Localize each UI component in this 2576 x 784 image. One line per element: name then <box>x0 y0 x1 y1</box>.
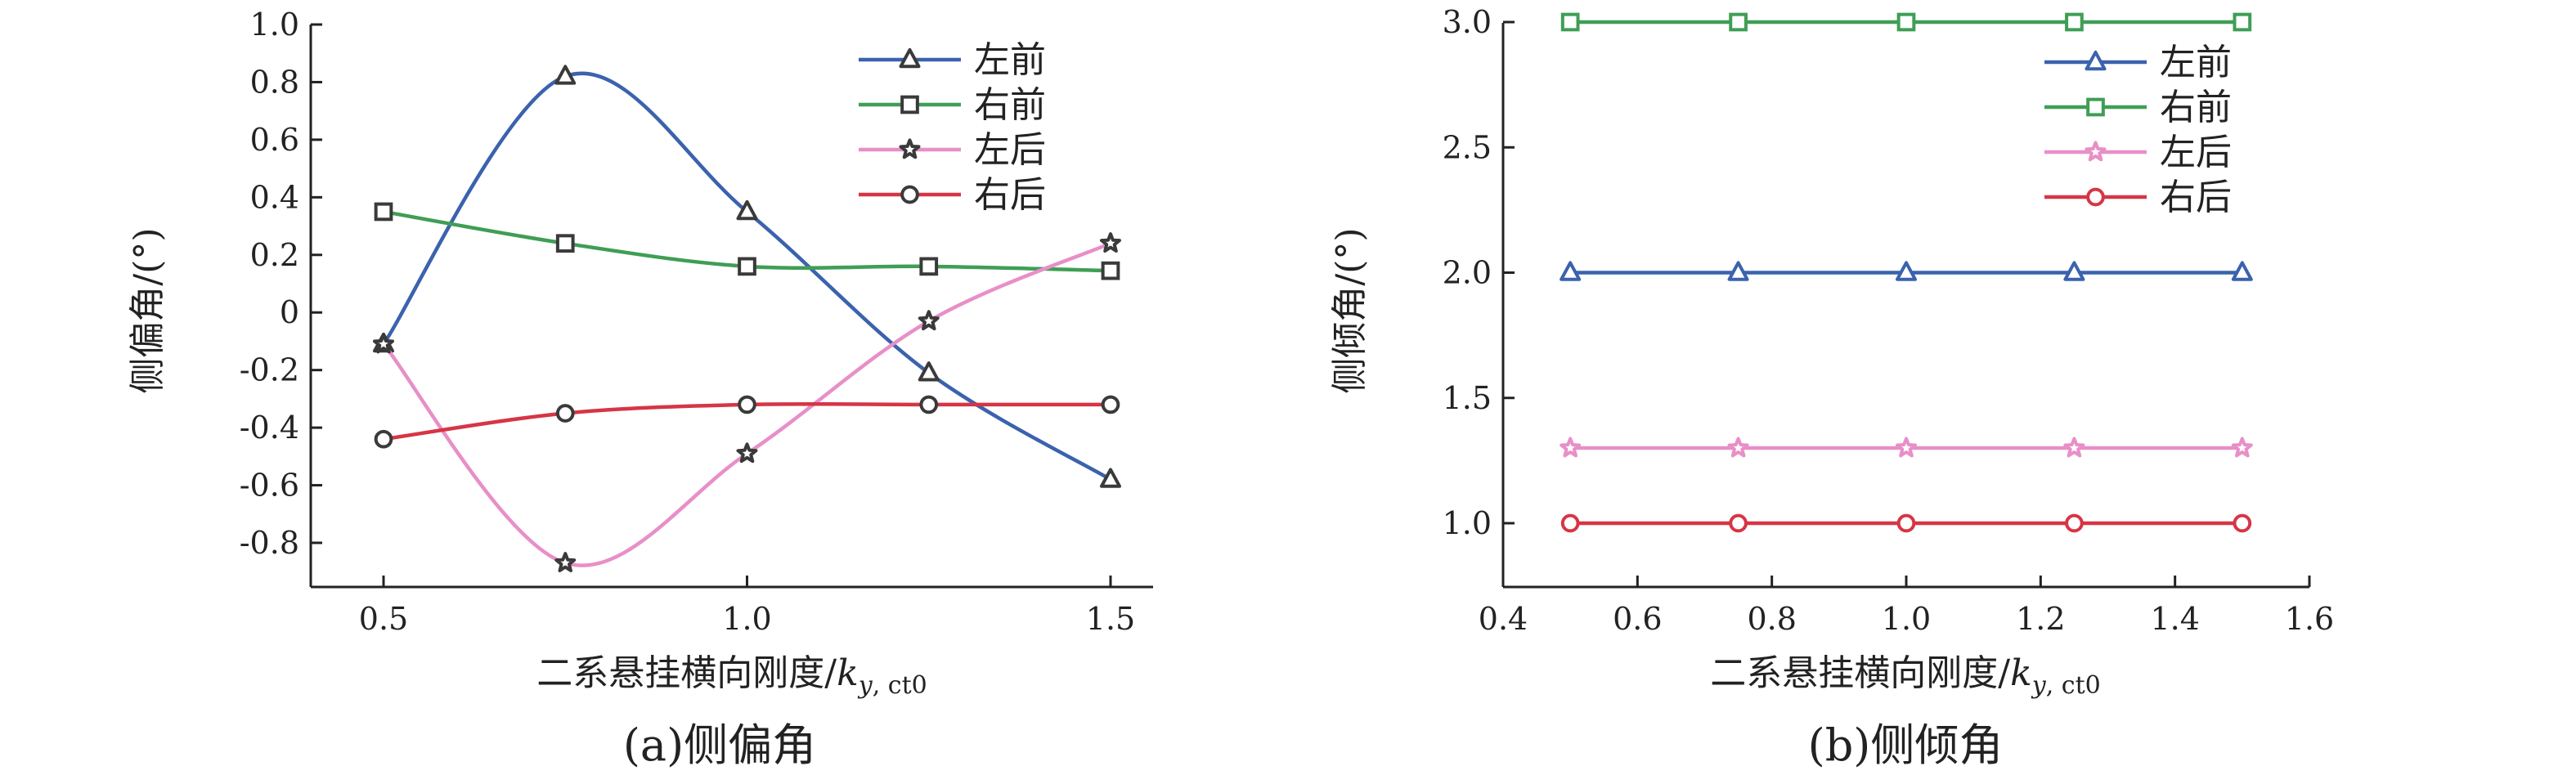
y-tick-label: 2.0 <box>1443 255 1492 291</box>
data-point <box>555 234 575 253</box>
y-tick-label: 0 <box>280 294 299 330</box>
y-tick-label: 2.5 <box>1443 129 1492 165</box>
data-point <box>1101 395 1120 414</box>
x-axis-label-b: 二系悬挂横向刚度/ky, ct0 <box>1710 652 2100 700</box>
data-point <box>2233 12 2252 32</box>
x-axis-label-a: 二系悬挂横向刚度/ky, ct0 <box>536 652 927 700</box>
series-b <box>1560 12 2253 533</box>
data-point <box>2231 261 2253 281</box>
legend-marker <box>2086 187 2105 207</box>
y-tick-label: 1.0 <box>250 7 299 43</box>
data-point <box>736 199 758 221</box>
caption-b: (b)侧倾角 <box>1808 719 2004 771</box>
y-tick-label: -0.8 <box>240 525 299 561</box>
x-tick-label: 1.0 <box>722 601 771 637</box>
y-tick-label: 3.0 <box>1443 4 1492 40</box>
legend-label: 右前 <box>2160 87 2232 128</box>
data-point <box>2233 513 2252 533</box>
data-point <box>1729 12 1748 32</box>
x-tick-label: 0.6 <box>1613 601 1662 637</box>
data-point <box>1896 12 1916 32</box>
data-point <box>1560 513 1580 533</box>
x-tick-label: 1.5 <box>1086 601 1135 637</box>
x-tick-label: 0.8 <box>1747 601 1796 637</box>
y-axis-label-a: 侧偏角/(°) <box>127 227 168 393</box>
legend-marker <box>899 47 921 69</box>
data-point <box>1896 437 1917 458</box>
data-point <box>918 310 940 331</box>
data-point <box>919 257 939 276</box>
panel-b-chart: 3.02.52.01.51.00.4 0.6 0.8 1.0 1.2 1.4 1.6 左前右… <box>1329 4 2334 771</box>
legend-label: 左前 <box>974 39 1046 81</box>
data-point <box>1729 513 1748 533</box>
y-tick-label: -0.2 <box>240 352 299 388</box>
data-point <box>1560 12 1580 32</box>
ticks-a: 1.0 0.8 0.6 0.4 0.2 0 -0.2 -0.4 -0.6 -0.8 0.5 1.0 1.… <box>240 7 1136 637</box>
y-tick-label: 0.2 <box>250 237 299 273</box>
data-point <box>374 429 393 449</box>
legend-marker <box>2085 50 2107 71</box>
data-point <box>1727 437 1749 458</box>
y-tick-label: 0.8 <box>250 64 299 100</box>
y-axis-label-b: 侧倾角/(°) <box>1329 227 1371 393</box>
legend-label: 右后 <box>974 174 1046 216</box>
data-point <box>919 395 939 414</box>
legend-label: 右后 <box>2160 177 2232 218</box>
data-point <box>1896 513 1916 533</box>
y-tick-label: 0.4 <box>250 179 299 215</box>
y-tick-label: -0.6 <box>240 468 299 504</box>
legend-label: 左后 <box>974 129 1046 171</box>
data-point <box>736 442 758 464</box>
x-tick-label: 1.6 <box>2285 601 2334 637</box>
data-point <box>918 361 940 382</box>
data-point <box>554 65 577 85</box>
series-line <box>381 241 1113 567</box>
data-point <box>2063 261 2085 281</box>
data-point <box>1560 437 1582 458</box>
data-point <box>1560 261 1582 281</box>
series-a <box>373 65 1121 572</box>
data-point <box>738 395 756 414</box>
legend-label: 左前 <box>2160 42 2232 83</box>
legend-marker <box>2085 141 2107 162</box>
data-point <box>1101 261 1120 280</box>
panel-a-chart: 1.0 0.8 0.6 0.4 0.2 0 -0.2 -0.4 -0.6 -0.8 0.5 1.0 1.… <box>127 7 1153 771</box>
data-point <box>2065 513 2084 533</box>
x-tick-label: 1.0 <box>1882 601 1931 637</box>
x-tick-label: 0.4 <box>1479 601 1528 637</box>
legend-marker <box>900 95 919 114</box>
data-point <box>2065 12 2084 32</box>
y-tick-label: 1.5 <box>1443 380 1492 416</box>
data-point <box>1100 232 1121 253</box>
data-point <box>554 552 577 572</box>
data-point <box>1896 261 1917 281</box>
legend-label: 左后 <box>2160 132 2232 173</box>
data-point <box>374 202 393 222</box>
x-tick-label: 1.2 <box>2016 601 2065 637</box>
data-point <box>738 257 756 276</box>
data-point <box>2231 437 2253 458</box>
data-point <box>373 333 394 354</box>
data-point <box>1100 468 1121 488</box>
y-tick-label: 0.6 <box>250 122 299 158</box>
ticks-b: 3.0 2.5 2.0 1.5 1.0 0.4 0.6 0.8 1.0 1.2 1.4 1.6 <box>1443 4 2335 637</box>
y-tick-label: 1.0 <box>1443 505 1492 541</box>
data-point <box>1727 261 1749 281</box>
data-point <box>555 404 575 423</box>
legend-label: 右前 <box>974 84 1046 126</box>
legend-marker <box>900 185 919 204</box>
legend-marker <box>899 138 921 159</box>
legend-marker <box>2086 97 2105 117</box>
x-tick-label: 0.5 <box>359 601 408 637</box>
x-tick-label: 1.4 <box>2150 601 2199 637</box>
y-tick-label: -0.4 <box>240 410 299 446</box>
data-point <box>2063 437 2085 458</box>
caption-a: (a)侧偏角 <box>623 719 816 771</box>
